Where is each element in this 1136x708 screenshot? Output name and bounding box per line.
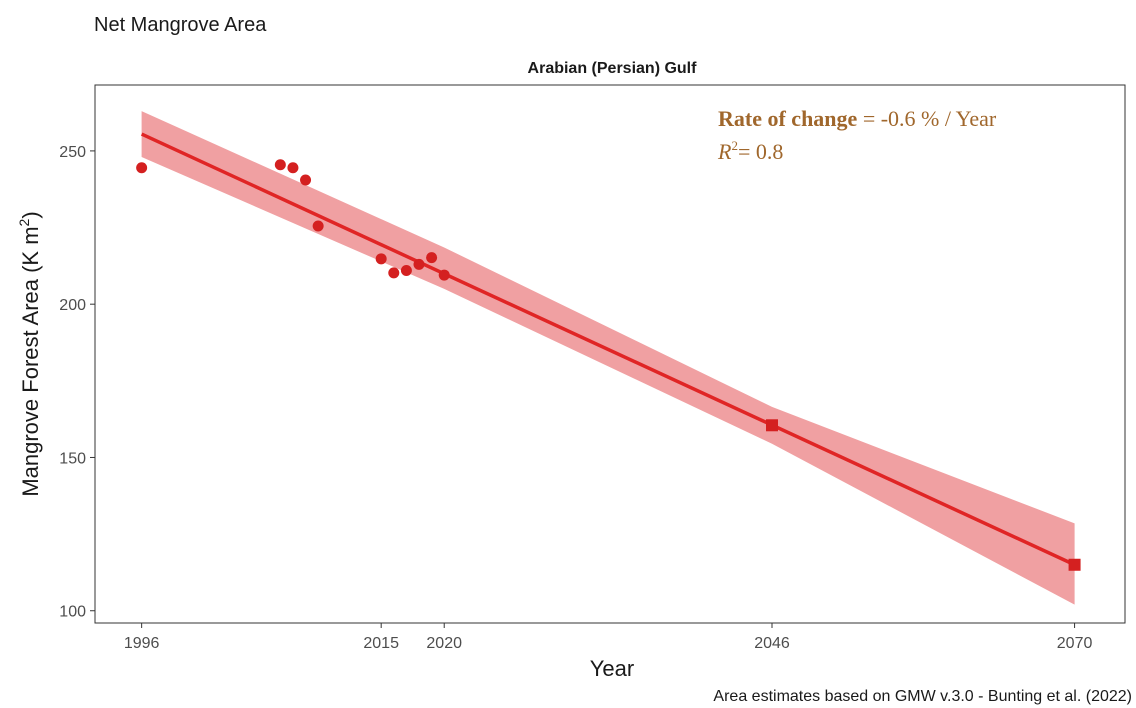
plot-border <box>94 84 1126 624</box>
y-tick-label: 100 <box>59 604 86 621</box>
observed-point <box>136 162 148 174</box>
observed-point <box>300 174 312 186</box>
rate-label: Rate of change <box>718 106 858 131</box>
r-squared-value: = 0.8 <box>738 139 783 164</box>
observed-point <box>426 252 438 264</box>
projected-point <box>766 419 779 432</box>
x-tick-label: 2015 <box>363 635 399 652</box>
panel-title: Arabian (Persian) Gulf <box>528 60 698 77</box>
projected-point <box>1068 558 1081 571</box>
x-tick-label: 2070 <box>1057 635 1093 652</box>
y-tick-label: 250 <box>59 144 86 161</box>
rate-of-change-annotation: Rate of change = -0.6 % / Year <box>718 106 997 131</box>
observed-point <box>413 258 425 270</box>
x-axis-title: Year <box>590 656 634 681</box>
page-title: Net Mangrove Area <box>94 14 267 36</box>
r-squared-annotation: R2= 0.8 <box>717 138 783 164</box>
observed-point <box>438 269 450 281</box>
source-caption: Area estimates based on GMW v.3.0 - Bunt… <box>713 688 1132 705</box>
observed-point <box>312 220 324 232</box>
observed-point <box>400 264 412 276</box>
y-axis-title: Mangrove Forest Area (K m2) <box>16 211 43 496</box>
r-squared-symbol: R <box>717 139 732 164</box>
r-squared-superscript: 2 <box>731 138 738 153</box>
confidence-band <box>141 111 1075 605</box>
y-axis-title-close: ) <box>18 211 43 218</box>
observed-point <box>388 267 400 279</box>
regression-line <box>140 132 1076 567</box>
observed-point <box>287 162 299 174</box>
y-axis-title-text: Mangrove Forest Area (K m <box>18 226 43 496</box>
y-tick-label: 200 <box>59 297 86 314</box>
y-axis-title-superscript: 2 <box>16 218 32 226</box>
y-tick-label: 150 <box>59 450 86 467</box>
observed-point <box>375 253 387 265</box>
x-tick-label: 2020 <box>426 635 462 652</box>
x-tick-label: 2046 <box>754 635 790 652</box>
rate-value: = -0.6 % / Year <box>857 106 997 131</box>
x-tick-label: 1996 <box>124 635 160 652</box>
observed-point <box>274 159 286 171</box>
